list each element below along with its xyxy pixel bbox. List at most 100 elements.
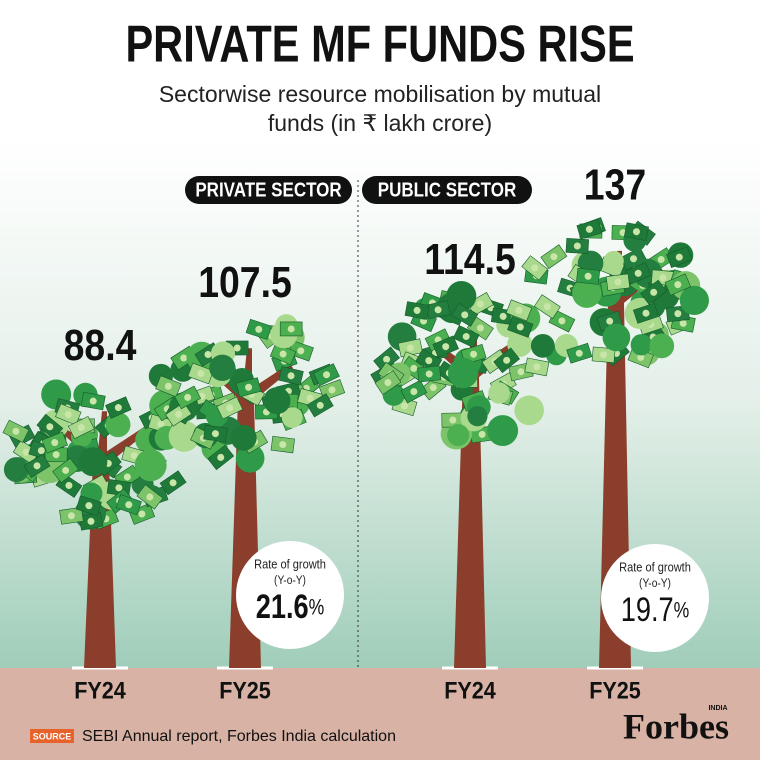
tree <box>521 217 709 668</box>
money-note <box>207 444 235 471</box>
money-note <box>441 412 465 428</box>
note-dot <box>630 255 638 263</box>
subtitle: Sectorwise resource mobilisation by mutu… <box>158 81 602 136</box>
brand: Forbes <box>623 706 729 746</box>
money-note <box>466 292 494 316</box>
money-note <box>23 453 51 478</box>
note-dot <box>287 325 295 333</box>
money-note <box>404 301 430 320</box>
note-dot <box>180 354 188 362</box>
money-note <box>640 279 668 305</box>
money-note <box>452 325 480 348</box>
money-note <box>397 338 424 358</box>
note-dot <box>316 401 324 409</box>
note-dot <box>516 323 524 331</box>
note-dot <box>679 319 687 327</box>
note-dot <box>383 355 391 363</box>
money-note <box>417 365 442 383</box>
leaf <box>467 406 488 427</box>
money-note <box>203 424 228 443</box>
money-note <box>521 255 549 281</box>
money-note <box>136 484 164 510</box>
money-note <box>591 346 616 364</box>
money-note <box>493 347 521 374</box>
money-note <box>105 396 132 419</box>
note-dot <box>531 264 539 272</box>
note-dot <box>642 309 650 317</box>
note-dot <box>425 357 433 365</box>
money-note <box>306 393 334 418</box>
note-dot <box>632 228 640 236</box>
note-dot <box>410 388 418 396</box>
note-dot <box>233 344 241 352</box>
note-dot <box>442 343 450 351</box>
money-note <box>216 396 244 420</box>
note-dot <box>462 333 470 341</box>
growth-unit: % <box>674 599 690 623</box>
leaf <box>3 457 29 483</box>
growth-sublabel: (Y-o-Y) <box>639 577 671 590</box>
note-dot <box>449 416 457 424</box>
leaf <box>487 415 519 447</box>
note-dot <box>52 451 60 459</box>
leaf <box>230 424 257 451</box>
money-note <box>565 238 590 254</box>
note-dot <box>65 481 73 489</box>
money-note <box>524 357 550 377</box>
leaf <box>105 412 131 438</box>
money-note <box>78 511 104 531</box>
x-tick-label: FY25 <box>219 676 271 703</box>
leaf <box>235 443 265 473</box>
money-note <box>36 413 64 440</box>
money-note <box>52 457 80 484</box>
growth-sublabel: (Y-o-Y) <box>274 574 306 587</box>
value-label: 137 <box>584 160 646 210</box>
leaf <box>263 387 291 415</box>
note-dot <box>87 517 95 525</box>
note-dot <box>89 397 97 405</box>
ground <box>0 668 760 760</box>
note-dot <box>138 510 146 518</box>
note-dot <box>197 370 205 378</box>
note-dot <box>657 256 665 264</box>
note-dot <box>543 303 551 311</box>
money-note <box>566 342 593 364</box>
money-note <box>187 362 214 385</box>
note-dot <box>184 393 192 401</box>
note-dot <box>51 439 59 447</box>
panel-label-box <box>185 176 352 204</box>
note-dot <box>115 484 123 492</box>
x-tick-label: FY24 <box>444 676 496 703</box>
note-dot <box>46 423 54 431</box>
note-dot <box>406 344 414 352</box>
note-dot <box>476 300 484 308</box>
growth-unit: % <box>309 596 325 620</box>
note-dot <box>478 430 486 438</box>
money-note <box>466 315 494 341</box>
money-note <box>235 377 262 398</box>
value-label: 88.4 <box>64 320 137 370</box>
tree <box>148 314 346 668</box>
growth-number: 21.6 <box>256 587 309 626</box>
note-dot <box>517 368 525 376</box>
note-dot <box>470 350 478 358</box>
value-label: 107.5 <box>198 257 292 307</box>
note-dot <box>585 225 593 233</box>
note-dot <box>659 274 667 282</box>
note-dot <box>675 253 683 261</box>
growth-value: 21.6% <box>256 587 325 626</box>
money-note <box>159 470 187 496</box>
leaf <box>630 334 652 356</box>
source: SEBI Annual report, Forbes India calcula… <box>82 728 396 745</box>
note-dot <box>175 410 183 418</box>
money-note <box>507 316 534 338</box>
money-note <box>278 366 304 386</box>
x-tick-label: FY25 <box>589 676 641 703</box>
note-dot <box>211 430 219 438</box>
money-note <box>432 335 459 358</box>
note-dot <box>64 410 72 418</box>
note-dot <box>245 383 253 391</box>
note-dot <box>279 441 287 449</box>
money-note <box>67 415 95 440</box>
